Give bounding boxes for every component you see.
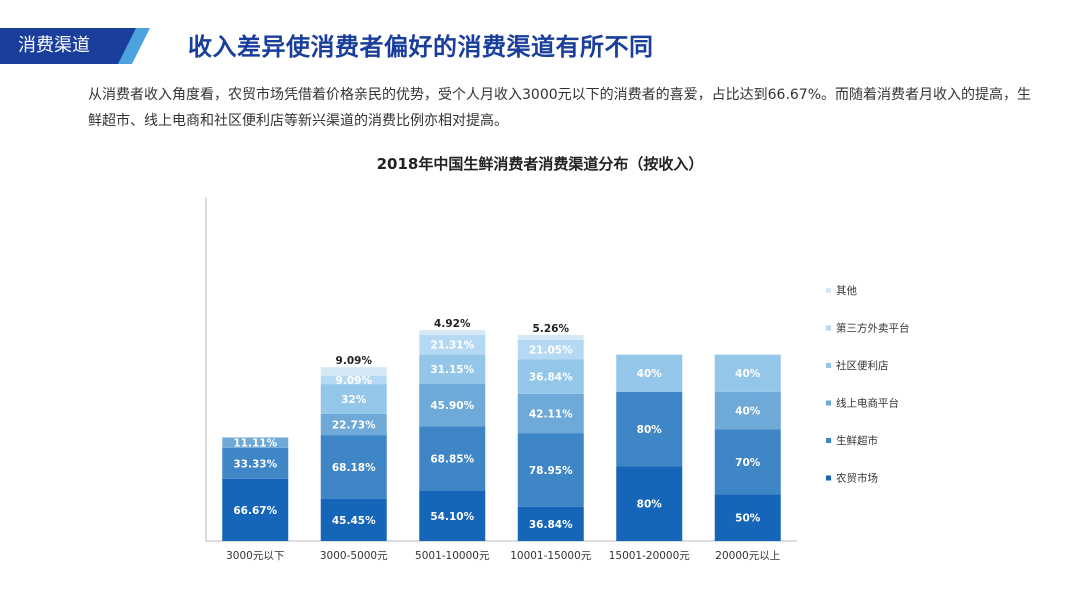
bar-segment — [714, 354, 781, 392]
legend-swatch — [826, 475, 831, 481]
bar-segment — [714, 494, 781, 541]
data-label: 9.09% — [336, 375, 373, 387]
legend-label: 生鲜超市 — [836, 434, 878, 447]
bar-segment — [517, 359, 584, 394]
legend-swatch — [826, 400, 831, 406]
bar-segment — [517, 506, 584, 541]
data-label: 80% — [637, 424, 663, 436]
data-label: 54.10% — [430, 511, 474, 523]
legend-label: 其他 — [836, 284, 857, 297]
legend-swatch — [826, 325, 831, 331]
x-tick-label: 3000元以下 — [226, 550, 284, 562]
bar-segment — [320, 375, 387, 385]
bar-segment — [222, 447, 289, 479]
data-label: 66.67% — [233, 505, 277, 517]
x-tick-label: 20000元以上 — [715, 550, 780, 562]
section-tag-background — [0, 28, 150, 64]
data-label: 36.84% — [529, 519, 573, 531]
data-label: 40% — [637, 368, 663, 380]
x-tick-label: 10001-15000元 — [510, 550, 592, 562]
bar-segment — [222, 478, 289, 541]
data-label: 22.73% — [332, 420, 376, 432]
bar-segment — [419, 426, 486, 491]
data-label: 50% — [735, 513, 761, 525]
legend-swatch — [826, 288, 831, 293]
data-label: 80% — [637, 499, 663, 511]
data-label: 32% — [341, 394, 367, 406]
bar-segment — [222, 437, 289, 448]
data-label: 31.15% — [430, 364, 474, 376]
section-tag: 消费渠道 — [0, 28, 150, 64]
bar-segment — [616, 466, 683, 541]
data-label: 78.95% — [529, 465, 573, 477]
bar-segment — [714, 391, 781, 430]
bar-segment — [517, 334, 584, 340]
stacked-bar-chart: 2018年中国生鲜消费者消费渠道分布（按收入） 66.67% 33.33% 11.11… — [205, 155, 910, 562]
x-tick-label: 3000-5000元 — [320, 550, 388, 562]
data-label: 45.45% — [332, 515, 376, 527]
data-label: 68.18% — [332, 462, 376, 474]
data-label: 21.05% — [529, 345, 573, 357]
x-tick-label: 15001-20000元 — [609, 550, 691, 562]
bar-segment — [419, 490, 486, 541]
bar-segment — [320, 498, 387, 541]
bar-segment — [616, 391, 683, 467]
page-description: 从消费者收入角度看，农贸市场凭借着价格亲民的优势，受个人月收入3000元以下的消… — [88, 87, 1032, 129]
bar-segment — [419, 383, 486, 427]
bar-segment — [320, 435, 387, 499]
legend-label: 社区便利店 — [836, 359, 889, 372]
legend-swatch — [826, 363, 831, 368]
chart-title: 2018年中国生鲜消费者消费渠道分布（按收入） — [377, 155, 704, 173]
section-tag-label: 消费渠道 — [18, 35, 90, 56]
data-label: 70% — [735, 457, 761, 469]
bar-segment — [517, 393, 584, 434]
data-label: 42.11% — [529, 408, 573, 420]
bar-segment — [714, 429, 781, 495]
bar-segment — [419, 334, 486, 355]
legend-label: 第三方外卖平台 — [836, 322, 910, 335]
bar-segment — [517, 339, 584, 360]
bar-segment — [320, 384, 387, 414]
legend-label: 农贸市场 — [836, 472, 878, 485]
legend-swatch — [826, 438, 831, 443]
data-label: 33.33% — [233, 458, 277, 470]
data-label: 5.26% — [533, 323, 570, 335]
data-label: 40% — [735, 406, 761, 418]
bar-segment — [320, 367, 387, 376]
data-label: 36.84% — [529, 372, 573, 384]
data-label: 21.31% — [430, 340, 474, 352]
page-title: 收入差异使消费者偏好的消费渠道有所不同 — [188, 33, 654, 61]
data-label: 4.92% — [434, 318, 471, 330]
bar-segment — [320, 413, 387, 436]
data-label: 68.85% — [430, 453, 474, 465]
bar-segment — [419, 354, 486, 384]
legend-label: 线上电商平台 — [836, 397, 899, 410]
data-label: 9.09% — [336, 355, 373, 367]
data-label: 40% — [735, 368, 761, 380]
x-tick-label: 5001-10000元 — [415, 550, 490, 562]
data-label: 45.90% — [430, 400, 474, 412]
bar-segment — [419, 330, 486, 335]
data-label: 11.11% — [233, 438, 277, 450]
bar-segment — [616, 354, 683, 392]
bar-segment — [517, 433, 584, 507]
